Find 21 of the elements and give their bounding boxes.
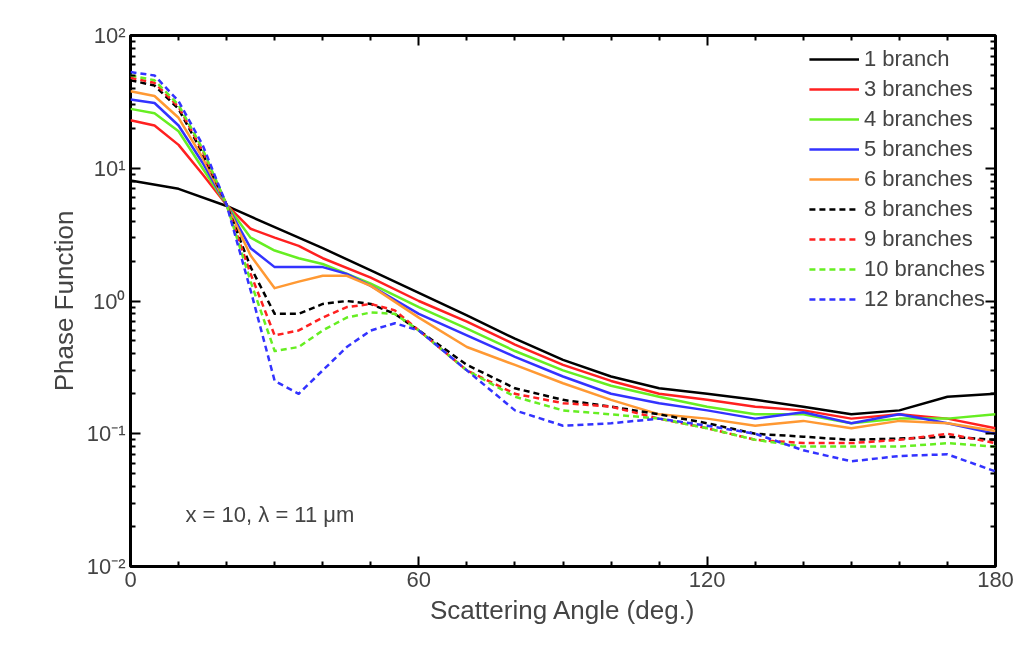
legend-label: 8 branches (863, 195, 973, 223)
legend-label: 3 branches (863, 75, 973, 103)
y-tick-label: 10⁻¹ (86, 421, 126, 447)
x-tick-label: 180 (977, 566, 1014, 592)
y-tick-label: 10² (93, 23, 126, 48)
annotation: x = 10, λ = 11 μm (185, 501, 355, 527)
x-tick-label: 60 (406, 566, 432, 592)
legend-label: 5 branches (863, 135, 973, 163)
x-tick-label: 120 (688, 566, 726, 592)
x-axis-title: Scattering Angle (deg.) (430, 594, 695, 625)
legend-label: 6 branches (863, 165, 973, 193)
legend-label: 12 branches (863, 285, 985, 313)
y-axis-title: Phase Function (48, 210, 79, 392)
y-tick-label: 10⁻² (86, 554, 126, 579)
y-tick-label: 10⁰ (93, 288, 126, 314)
y-tick-label: 10¹ (93, 155, 126, 181)
x-tick-label: 0 (124, 566, 137, 592)
legend-label: 9 branches (863, 225, 973, 253)
legend-label: 10 branches (863, 255, 985, 283)
legend-label: 4 branches (863, 105, 973, 133)
legend-label: 1 branch (863, 45, 950, 73)
